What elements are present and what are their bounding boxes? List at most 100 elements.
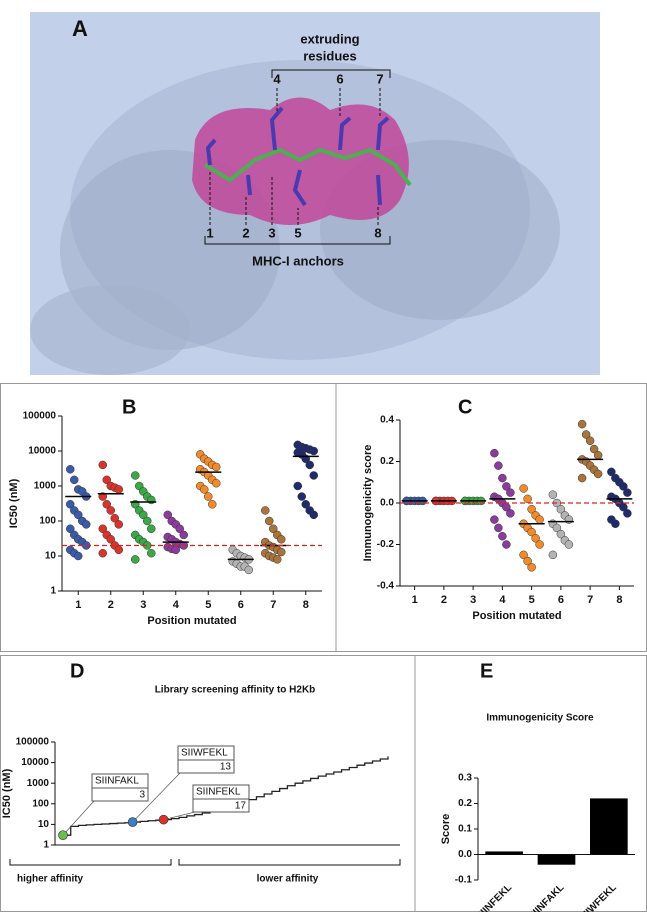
y-tick-label: -0.4 — [377, 581, 395, 592]
data-point — [564, 540, 574, 549]
data-point — [171, 545, 180, 555]
data-point — [179, 530, 188, 540]
data-point — [212, 462, 221, 472]
panel-letter: C — [458, 396, 472, 418]
highlight-point — [127, 817, 138, 827]
data-point — [70, 475, 79, 485]
panel-letter: D — [70, 660, 84, 682]
x-tick-label: 3 — [140, 599, 146, 611]
x-tick-label: 1 — [75, 599, 81, 611]
data-point — [309, 471, 318, 480]
data-point — [265, 516, 274, 526]
y-tick-label: 0.2 — [458, 798, 472, 809]
data-point — [623, 488, 632, 497]
data-point — [527, 504, 536, 514]
data-point — [297, 492, 306, 501]
data-point — [301, 500, 310, 509]
x-tick-label: 7 — [270, 599, 276, 611]
y-tick-label: 0.0 — [380, 498, 394, 509]
leader-line — [163, 811, 196, 820]
x-tick-label: 4 — [173, 599, 180, 611]
y-tick-label: -0.1 — [455, 875, 473, 886]
data-point — [535, 540, 544, 549]
x-tick-label: 2 — [108, 599, 114, 611]
data-point — [581, 430, 591, 439]
residue-number: 2 — [242, 225, 249, 240]
annotation-value: 17 — [235, 801, 247, 812]
y-tick-label: 0.4 — [380, 415, 394, 426]
data-point — [494, 461, 503, 470]
annotation-value: 3 — [139, 790, 145, 801]
x-axis-label: Position mutated — [472, 610, 561, 622]
residue-number: 5 — [294, 225, 301, 240]
top-label: extruding — [300, 31, 359, 46]
data-point — [556, 529, 566, 539]
residue-number: 3 — [268, 225, 275, 240]
y-tick-label: -0.2 — [377, 539, 395, 550]
data-point — [261, 506, 270, 515]
y-tick-label: 1 — [50, 586, 56, 597]
data-point — [204, 492, 213, 501]
panel-letter: A — [72, 16, 88, 41]
data-point — [102, 500, 111, 509]
top-bracket — [271, 69, 391, 78]
data-point — [548, 490, 558, 499]
x-tick-label: 1 — [412, 594, 418, 606]
bracket — [9, 859, 172, 866]
data-point — [277, 547, 286, 557]
surface — [30, 285, 190, 375]
data-point — [593, 469, 603, 479]
data-point — [309, 510, 318, 520]
data-point — [98, 548, 107, 558]
bottom-bracket — [204, 236, 391, 245]
data-point — [102, 475, 111, 485]
y-tick-label: 1 — [43, 840, 49, 851]
data-point — [556, 504, 566, 514]
y-tick-label: 0.2 — [380, 456, 394, 467]
data-point — [623, 509, 632, 518]
y-tick-label: 10000 — [21, 757, 49, 768]
x-tick-label: SIINFEKL — [474, 882, 514, 912]
x-tick-label: 6 — [558, 594, 564, 606]
data-point — [619, 502, 628, 512]
data-point — [490, 448, 499, 458]
data-point — [106, 506, 115, 515]
data-point — [277, 535, 286, 544]
y-tick-label: 1000 — [27, 778, 50, 789]
residue-number: 1 — [206, 225, 213, 240]
x-tick-label: SIIWFEKL — [577, 882, 619, 912]
residue-number: 7 — [376, 71, 383, 86]
data-point — [494, 523, 503, 533]
data-point — [611, 519, 620, 528]
peptide-backbone — [203, 147, 412, 187]
data-point — [523, 556, 532, 566]
y-axis-label: IC50 (nM) — [8, 478, 20, 528]
data-point — [74, 551, 83, 561]
data-point — [519, 484, 528, 493]
data-point — [66, 524, 75, 534]
data-point — [273, 555, 282, 564]
y-tick-label: 100000 — [16, 737, 50, 748]
chart-title: Immunogenicity Score — [486, 713, 594, 724]
panel-letter: B — [122, 396, 136, 418]
y-tick-label: 0.0 — [458, 849, 472, 860]
x-tick-label: SIINFAKL — [526, 882, 566, 912]
data-point — [106, 535, 115, 544]
data-point — [498, 531, 507, 541]
x-tick-label: 2 — [441, 594, 447, 606]
data-point — [519, 550, 528, 560]
annotation-name: SIINFAKL — [95, 776, 139, 787]
y-tick-label: 10 — [45, 551, 57, 562]
y-tick-label: 100 — [39, 516, 56, 527]
data-point — [502, 482, 511, 491]
data-point — [552, 523, 562, 533]
data-point — [74, 510, 83, 520]
annotation-value: 13 — [220, 762, 232, 773]
data-point — [548, 550, 558, 560]
data-point — [577, 473, 587, 483]
data-point — [147, 548, 156, 558]
residue-number: 6 — [336, 71, 343, 86]
side-chains — [205, 106, 390, 207]
data-point — [305, 460, 314, 470]
